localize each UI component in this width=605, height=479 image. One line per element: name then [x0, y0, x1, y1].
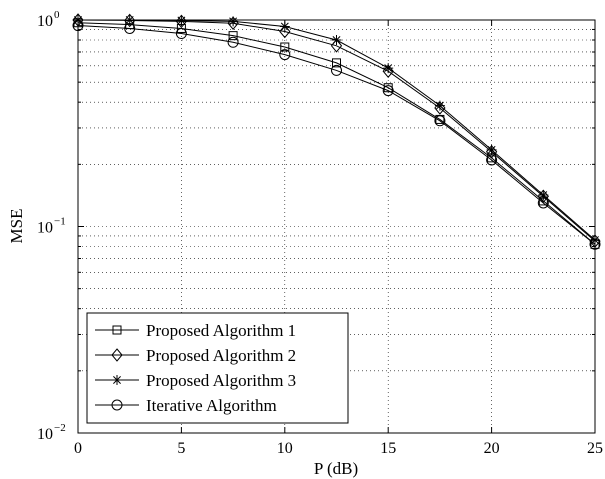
y-tick-exponent: −1 — [54, 216, 66, 228]
data-point-star — [383, 63, 394, 74]
data-point-star — [538, 190, 549, 201]
legend-entry: Proposed Algorithm 2 — [95, 346, 296, 365]
data-point-square — [280, 42, 290, 52]
y-tick-exponent: −2 — [54, 422, 66, 434]
x-axis-title: P (dB) — [314, 459, 358, 478]
data-point-circle — [434, 115, 446, 127]
x-tick-label: 25 — [587, 440, 603, 457]
data-point-circle — [382, 85, 394, 97]
legend-entry: Proposed Algorithm 1 — [95, 321, 296, 340]
x-tick-label: 0 — [74, 440, 82, 457]
legend-label: Iterative Algorithm — [146, 396, 277, 415]
data-point-star — [228, 16, 239, 27]
data-point-circle — [331, 64, 342, 76]
data-point-circle — [227, 36, 239, 48]
legend-label: Proposed Algorithm 2 — [146, 346, 296, 365]
data-point-circle — [537, 197, 549, 209]
axis-ticks — [77, 20, 596, 434]
data-point-circle — [124, 22, 136, 34]
y-tick-base: 10 — [37, 13, 53, 30]
y-tick-label: 10 −1 — [37, 216, 66, 237]
data-point-circle — [175, 28, 187, 40]
legend-entry: Proposed Algorithm 3 — [95, 371, 296, 390]
y-tick-exponent: 0 — [54, 9, 60, 21]
data-point-circle — [279, 49, 291, 61]
legend-entry: Iterative Algorithm — [95, 396, 277, 415]
x-tick-label: 20 — [484, 440, 500, 457]
data-point-circle — [486, 154, 498, 166]
legend-label: Proposed Algorithm 1 — [146, 321, 296, 340]
series-line — [77, 19, 596, 242]
y-tick-label: 10 −2 — [37, 422, 66, 443]
data-point-square — [332, 58, 341, 68]
x-tick-label: 5 — [177, 440, 185, 457]
y-axis-title: MSE — [7, 209, 26, 244]
y-tick-base: 10 — [37, 426, 53, 443]
x-tick-label: 15 — [380, 440, 396, 457]
data-point-star — [279, 21, 290, 32]
legend-marker-square — [112, 325, 122, 335]
data-point-diamond — [124, 13, 136, 28]
data-point-star — [434, 100, 445, 111]
data-point-diamond — [382, 64, 394, 78]
y-tick-base: 10 — [37, 220, 53, 237]
x-tick-labels: 0 5 10 15 20 25 — [74, 440, 603, 457]
data-point-diamond — [175, 14, 188, 29]
legend-marker-star — [112, 375, 122, 385]
legend: Proposed Algorithm 1 Proposed Algorithm 2… — [86, 312, 349, 424]
data-point-square — [228, 31, 238, 41]
series-line — [77, 25, 596, 245]
legend-label: Proposed Algorithm 3 — [146, 371, 296, 390]
data-point-star — [331, 35, 342, 46]
legend-marker-circle — [111, 399, 123, 411]
series-line — [77, 22, 596, 245]
legend-marker-diamond — [111, 348, 123, 362]
x-tick-label: 10 — [277, 440, 293, 457]
data-point-star — [486, 144, 497, 155]
y-tick-label: 10 0 — [37, 9, 60, 30]
